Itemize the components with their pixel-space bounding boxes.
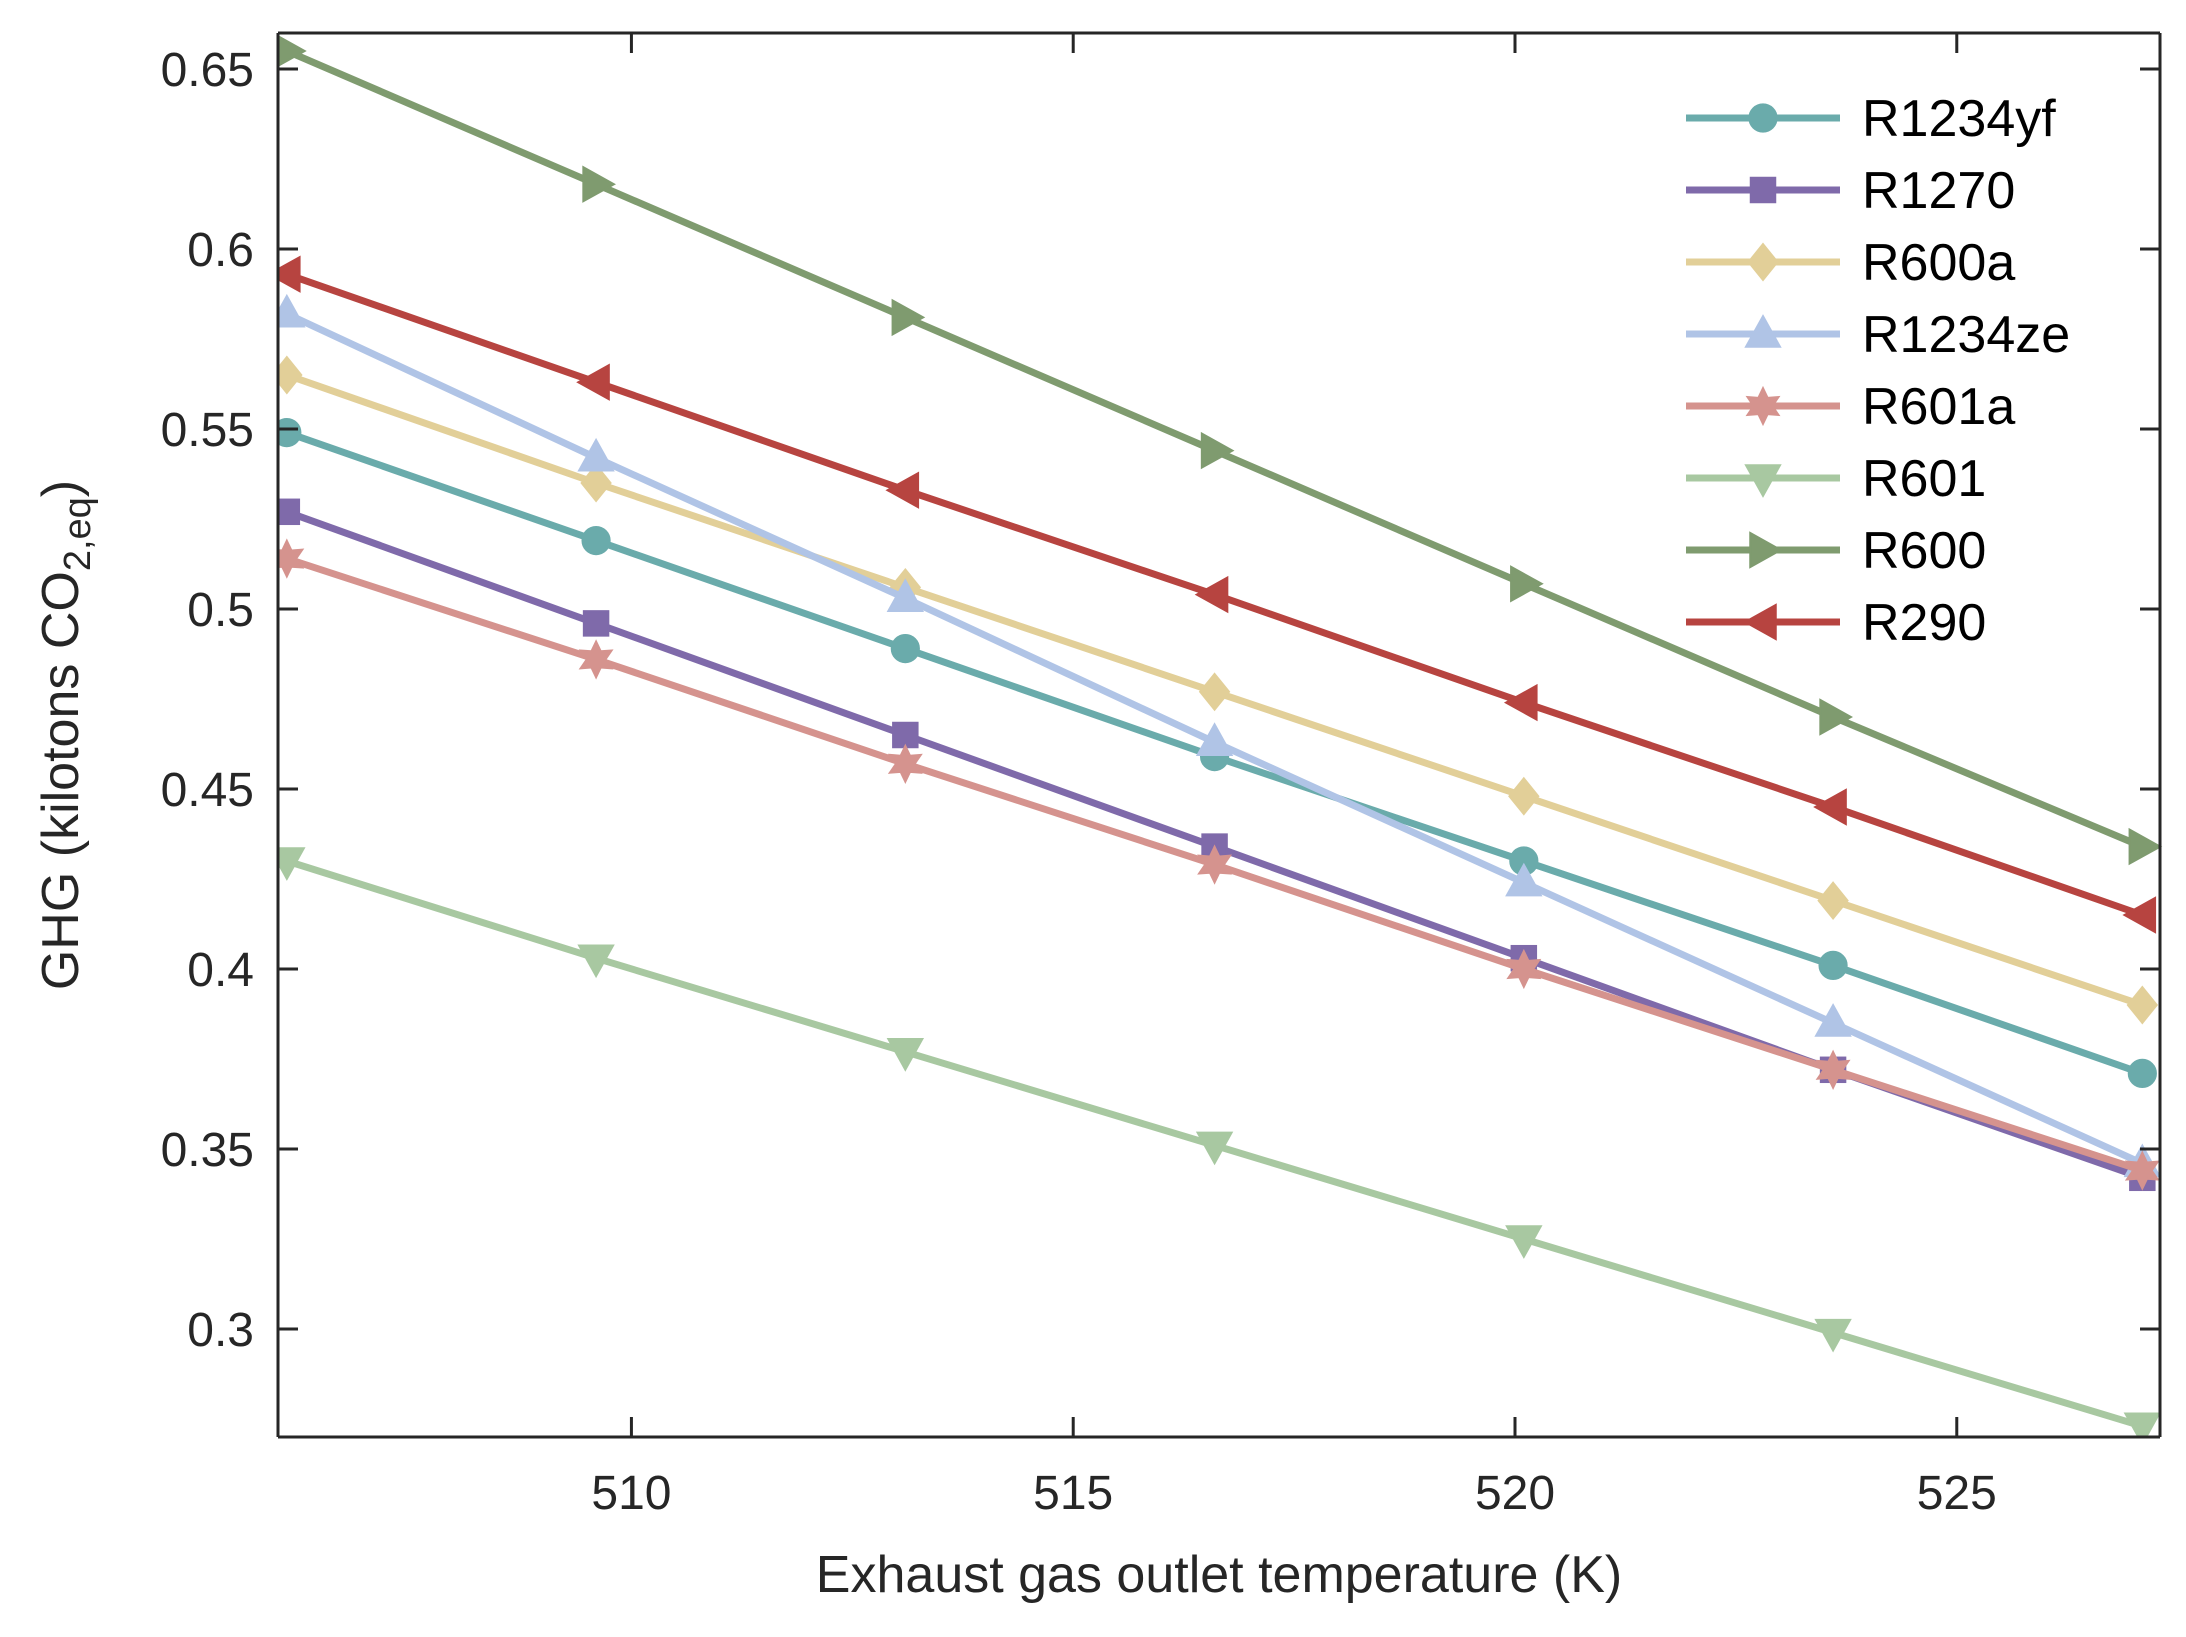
data-point-R601-5 — [1814, 1318, 1852, 1353]
y-tick-label-0.4: 0.4 — [187, 944, 254, 997]
data-point-R600-0 — [278, 35, 307, 67]
data-point-R1270-0 — [278, 498, 301, 526]
y-axis-label-suffix: ) — [32, 480, 90, 497]
legend-marker-R290 — [1743, 603, 1777, 641]
legend-item-R600: R600 — [1686, 522, 1986, 580]
data-point-R601-1 — [577, 944, 615, 979]
data-point-R1234ze-2 — [886, 578, 925, 612]
data-point-R1234ze-3 — [1195, 722, 1234, 756]
legend-label-R600: R600 — [1862, 522, 1986, 580]
legend-item-R600a: R600a — [1686, 234, 2015, 292]
y-tick-label-0.6: 0.6 — [187, 224, 254, 277]
legend-label-R600a: R600a — [1862, 234, 2015, 292]
x-tick-label-520: 520 — [1475, 1467, 1555, 1520]
series-R601a — [278, 538, 2160, 1191]
axes-frame — [276, 31, 2162, 1439]
data-point-R600-4 — [1510, 565, 1544, 603]
data-point-R601a-1 — [578, 639, 614, 680]
legend-label-R1234yf: R1234yf — [1862, 90, 2056, 148]
data-point-R290-0 — [278, 255, 301, 293]
series-R601 — [278, 847, 2162, 1437]
legend-label-R1234ze: R1234ze — [1862, 306, 2070, 364]
legend-marker-R600a — [1747, 242, 1779, 282]
data-point-R1234yf-0 — [278, 418, 302, 448]
data-point-R1234ze-1 — [577, 437, 615, 472]
data-point-R601a-0 — [278, 538, 305, 579]
y-tick-label-0.65: 0.65 — [161, 44, 254, 97]
data-point-R600-5 — [1819, 698, 1853, 736]
legend-label-R601: R601 — [1862, 450, 1986, 508]
series-R600 — [278, 35, 2163, 866]
legend-marker-R601 — [1744, 464, 1782, 498]
ticks-layer: 510 515 520 525 0.3 0.35 0.4 0.45 0.5 0.55 0.6 0.65 — [161, 33, 2160, 1520]
data-point-R290-3 — [1194, 575, 1229, 614]
data-point-R1234yf-5 — [1818, 950, 1848, 981]
data-point-R290-5 — [1813, 788, 1847, 826]
series-R290 — [278, 255, 2157, 934]
data-point-R600a-0 — [278, 355, 303, 395]
y-tick-label-0.5: 0.5 — [187, 584, 254, 637]
data-point-R601a-5 — [1815, 1049, 1851, 1090]
x-tick-label-525: 525 — [1917, 1467, 1997, 1520]
data-point-R601-2 — [886, 1038, 925, 1072]
legend-marker-R1234yf — [1748, 103, 1778, 133]
y-axis-label-subscript: 2,eq — [57, 497, 99, 571]
legend-item-R290: R290 — [1686, 594, 1986, 652]
data-point-R1270-2 — [892, 721, 919, 749]
data-point-R601a-4 — [1506, 948, 1542, 990]
data-point-R600a-1 — [580, 463, 612, 503]
data-point-R600a-5 — [1817, 881, 1849, 921]
data-point-R290-6 — [2122, 896, 2157, 934]
y-axis-label-prefix: GHG (kilotons CO — [32, 571, 90, 990]
data-point-R601-3 — [1195, 1131, 1234, 1166]
legend-label-R601a: R601a — [1862, 378, 2015, 436]
data-point-R1234yf-1 — [581, 526, 611, 556]
series-layer — [278, 35, 2163, 1437]
x-tick-label-515: 515 — [1033, 1467, 1113, 1520]
legend-item-R1234ze: R1234ze — [1686, 306, 2070, 364]
legend-item-R1270: R1270 — [1686, 162, 2015, 220]
data-point-R601a-3 — [1197, 844, 1233, 885]
y-tick-label-0.3: 0.3 — [187, 1304, 254, 1357]
legend-marker-R601a — [1745, 385, 1781, 427]
y-tick-label-0.35: 0.35 — [161, 1124, 254, 1177]
legend-marker-R1270 — [1749, 176, 1777, 204]
data-point-R601-6 — [2123, 1412, 2162, 1437]
data-point-R1234yf-6 — [2127, 1058, 2157, 1089]
data-point-R290-2 — [885, 471, 920, 509]
legend-marker-R1234ze — [1744, 314, 1782, 348]
data-point-R290-4 — [1503, 683, 1538, 722]
x-tick-label-510: 510 — [591, 1467, 671, 1520]
data-point-R600-1 — [582, 165, 616, 203]
data-point-R1234ze-5 — [1814, 1003, 1852, 1037]
data-point-R1234ze-0 — [278, 293, 306, 328]
legend: R1234yf R1270 R600a R1234ze R601a R601 R600 R29… — [1686, 90, 2070, 652]
data-point-R601-4 — [1505, 1225, 1543, 1259]
y-axis-label: GHG (kilotons CO2,eq) — [32, 480, 99, 990]
data-point-R601a-2 — [887, 743, 923, 784]
data-point-R1234yf-2 — [890, 634, 920, 664]
data-point-R1270-1 — [582, 610, 610, 637]
data-point-R600a-4 — [1508, 776, 1540, 816]
legend-label-R1270: R1270 — [1862, 162, 2015, 220]
legend-label-R290: R290 — [1862, 594, 1986, 652]
legend-marker-R600 — [1749, 531, 1783, 569]
legend-item-R601a: R601a — [1686, 378, 2015, 436]
data-point-R600-2 — [891, 298, 926, 337]
legend-item-R1234yf: R1234yf — [1686, 90, 2056, 148]
data-point-R600-6 — [2128, 827, 2163, 866]
y-tick-label-0.55: 0.55 — [161, 404, 254, 457]
data-point-R600a-3 — [1198, 672, 1231, 712]
data-point-R600-3 — [1200, 431, 1235, 470]
legend-item-R601: R601 — [1686, 450, 1986, 508]
x-axis-label: Exhaust gas outlet temperature (K) — [816, 1546, 1622, 1604]
data-point-R601a-6 — [2124, 1150, 2160, 1191]
y-tick-label-0.45: 0.45 — [161, 764, 254, 817]
data-point-R600a-6 — [2126, 985, 2159, 1025]
data-point-R290-1 — [576, 363, 610, 401]
data-point-R1234ze-4 — [1505, 862, 1543, 897]
